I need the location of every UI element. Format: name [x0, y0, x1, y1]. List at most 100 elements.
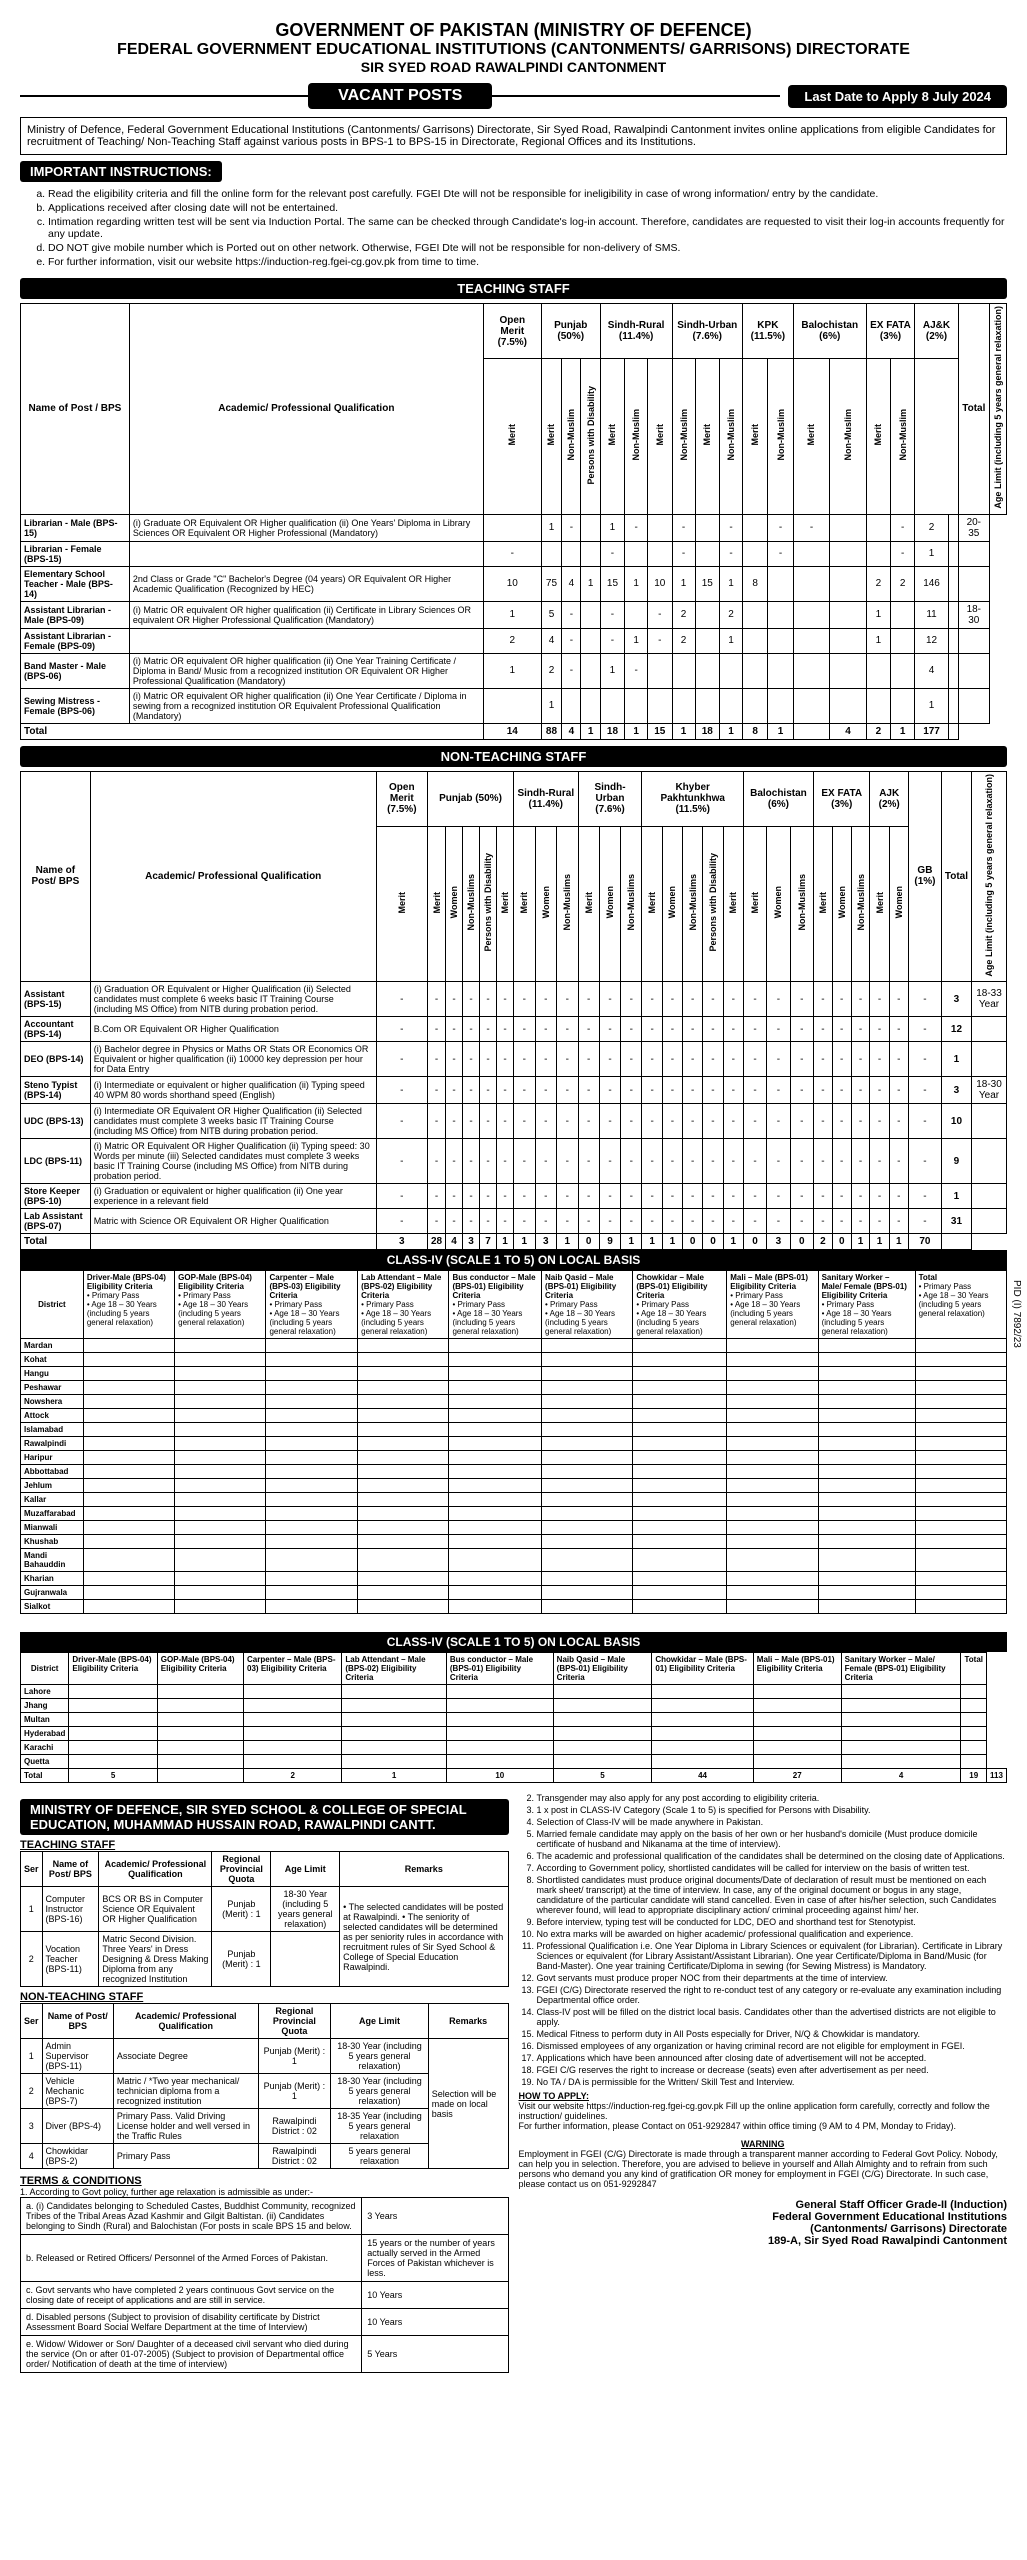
header-line2: FEDERAL GOVERNMENT EDUCATIONAL INSTITUTI…	[20, 41, 1007, 59]
table-row: Quetta	[21, 1755, 1007, 1769]
note-item: No extra marks will be awarded on higher…	[537, 1929, 1008, 1939]
se-teaching-table: SerName of Post/ BPSAcademic/ Profession…	[20, 1851, 509, 1987]
class4b-header: CLASS-IV (SCALE 1 TO 5) ON LOCAL BASIS	[20, 1632, 1007, 1652]
table-row: Peshawar	[21, 1381, 1007, 1395]
note-item: Before interview, typing test will be co…	[537, 1917, 1008, 1927]
special-edu-header: MINISTRY OF DEFENCE, SIR SYED SCHOOL & C…	[20, 1799, 509, 1835]
table-row: a. (i) Candidates belonging to Scheduled…	[21, 2198, 509, 2235]
table-row: Hangu	[21, 1367, 1007, 1381]
table-row: Mandi Bahauddin	[21, 1549, 1007, 1572]
table-row: b. Released or Retired Officers/ Personn…	[21, 2235, 509, 2282]
table-row: Karachi	[21, 1741, 1007, 1755]
intro-text: Ministry of Defence, Federal Government …	[20, 117, 1007, 155]
signature-block: General Staff Officer Grade-II (Inductio…	[519, 2199, 1008, 2247]
table-row: Multan	[21, 1713, 1007, 1727]
general-notes: Transgender may also apply for any post …	[519, 1793, 1008, 2087]
table-row: Nowshera	[21, 1395, 1007, 1409]
note-item: Married female candidate may apply on th…	[537, 1829, 1008, 1849]
instruction-item: Intimation regarding written test will b…	[48, 216, 1007, 240]
note-item: Shortlisted candidates must produce orig…	[537, 1875, 1008, 1915]
table-row: Jhang	[21, 1699, 1007, 1713]
warning-title: WARNING	[519, 2139, 1008, 2149]
pid-number: PID (I) 7892/23	[1011, 1280, 1022, 1348]
table-row: Attock	[21, 1409, 1007, 1423]
table-row: Librarian - Male (BPS-15)(i) Graduate OR…	[21, 514, 1007, 541]
note-item: Transgender may also apply for any post …	[537, 1793, 1008, 1803]
note-item: Selection of Class-IV will be made anywh…	[537, 1817, 1008, 1827]
vacant-badge: VACANT POSTS	[308, 83, 492, 109]
table-row: Khushab	[21, 1535, 1007, 1549]
note-item: According to Government policy, shortlis…	[537, 1863, 1008, 1873]
how-to-apply-2: For further information, please Contact …	[519, 2121, 1008, 2131]
note-item: Medical Fitness to perform duty in All P…	[537, 2029, 1008, 2039]
instruction-item: DO NOT give mobile number which is Porte…	[48, 242, 1007, 254]
table-row: Jehlum	[21, 1479, 1007, 1493]
table-row: Hyderabad	[21, 1727, 1007, 1741]
table-row: c. Govt servants who have completed 2 ye…	[21, 2282, 509, 2309]
instructions-list: Read the eligibility criteria and fill t…	[20, 188, 1007, 268]
table-row: Steno Typist (BPS-14)(i) Intermediate or…	[21, 1077, 1007, 1104]
teaching-table: Name of Post / BPSAcademic/ Professional…	[20, 303, 1007, 740]
nonteaching-header: NON-TEACHING STAFF	[20, 746, 1007, 767]
table-row: UDC (BPS-13)(i) Intermediate OR Equivale…	[21, 1104, 1007, 1139]
table-row: Muzaffarabad	[21, 1507, 1007, 1521]
note-item: The academic and professional qualificat…	[537, 1851, 1008, 1861]
table-row: Mianwali	[21, 1521, 1007, 1535]
how-to-apply-title: HOW TO APPLY:	[519, 2091, 1008, 2101]
nonteaching-table: Name of Post/ BPSAcademic/ Professional …	[20, 771, 1007, 1251]
table-row: Band Master - Male (BPS-06)(i) Matric OR…	[21, 653, 1007, 688]
se-nonteaching-table: SerName of Post/ BPSAcademic/ Profession…	[20, 2003, 509, 2169]
how-to-apply-1: Visit our website https://induction-reg.…	[519, 2101, 1008, 2121]
table-row: Islamabad	[21, 1423, 1007, 1437]
warning-text: Employment in FGEI (C/G) Directorate is …	[519, 2149, 1008, 2189]
note-item: Applications which have been announced a…	[537, 2053, 1008, 2063]
table-row: 1Computer Instructor (BPS-16)BCS OR BS i…	[21, 1887, 509, 1932]
terms-intro: 1. According to Govt policy, further age…	[20, 2187, 509, 2197]
table-row: Lahore	[21, 1685, 1007, 1699]
table-row: Assistant (BPS-15)(i) Graduation OR Equi…	[21, 982, 1007, 1017]
table-row: Store Keeper (BPS-10)(i) Graduation or e…	[21, 1184, 1007, 1209]
class4b-table: DistrictDriver-Male (BPS-04) Eligibility…	[20, 1652, 1007, 1783]
header-line1: GOVERNMENT OF PAKISTAN (MINISTRY OF DEFE…	[20, 20, 1007, 41]
table-row: DEO (BPS-14)(i) Bachelor degree in Physi…	[21, 1042, 1007, 1077]
header-line3: SIR SYED ROAD RAWALPINDI CANTONMENT	[20, 59, 1007, 75]
table-row: Kohat	[21, 1353, 1007, 1367]
table-row: Abbottabad	[21, 1465, 1007, 1479]
table-row: Sewing Mistress - Female (BPS-06)(i) Mat…	[21, 688, 1007, 723]
table-row: d. Disabled persons (Subject to provisio…	[21, 2309, 509, 2336]
note-item: FGEI C/G reserves the right to increase …	[537, 2065, 1008, 2075]
class4a-table: DistrictDriver-Male (BPS-04) Eligibility…	[20, 1270, 1007, 1614]
note-item: Govt servants must produce proper NOC fr…	[537, 1973, 1008, 1983]
note-item: Class-IV post will be filled on the dist…	[537, 2007, 1008, 2027]
table-row: Assistant Librarian - Male (BPS-09)(i) M…	[21, 601, 1007, 628]
table-row: Sialkot	[21, 1600, 1007, 1614]
terms-table: a. (i) Candidates belonging to Scheduled…	[20, 2197, 509, 2373]
table-row: Librarian - Female (BPS-15)------1	[21, 541, 1007, 566]
table-row: Mardan	[21, 1339, 1007, 1353]
note-item: Professional Qualification i.e. One Year…	[537, 1941, 1008, 1971]
class4a-header: CLASS-IV (SCALE 1 TO 5) ON LOCAL BASIS	[20, 1250, 1007, 1270]
note-item: 1 x post in CLASS-IV Category (Scale 1 t…	[537, 1805, 1008, 1815]
table-row: Haripur	[21, 1451, 1007, 1465]
table-row: Accountant (BPS-14)B.Com OR Equivalent O…	[21, 1017, 1007, 1042]
se-teaching-title: TEACHING STAFF	[20, 1839, 509, 1851]
instruction-item: For further information, visit our websi…	[48, 256, 1007, 268]
table-row: Elementary School Teacher - Male (BPS-14…	[21, 566, 1007, 601]
instruction-item: Read the eligibility criteria and fill t…	[48, 188, 1007, 200]
table-row: Rawalpindi	[21, 1437, 1007, 1451]
teaching-header: TEACHING STAFF	[20, 278, 1007, 299]
table-row: e. Widow/ Widower or Son/ Daughter of a …	[21, 2336, 509, 2373]
note-item: FGEI (C/G) Directorate reserved the righ…	[537, 1985, 1008, 2005]
table-row: Kharian	[21, 1572, 1007, 1586]
last-date-badge: Last Date to Apply 8 July 2024	[788, 85, 1007, 108]
se-nonteaching-title: NON-TEACHING STAFF	[20, 1991, 509, 2003]
instruction-item: Applications received after closing date…	[48, 202, 1007, 214]
table-row: Kallar	[21, 1493, 1007, 1507]
table-row: Assistant Librarian - Female (BPS-09)24-…	[21, 628, 1007, 653]
note-item: No TA / DA is permissible for the Writte…	[537, 2077, 1008, 2087]
note-item: Dismissed employees of any organization …	[537, 2041, 1008, 2051]
table-row: Lab Assistant (BPS-07)Matric with Scienc…	[21, 1209, 1007, 1234]
terms-title: TERMS & CONDITIONS	[20, 2175, 509, 2187]
instructions-header: IMPORTANT INSTRUCTIONS:	[20, 161, 222, 182]
table-row: Gujranwala	[21, 1586, 1007, 1600]
